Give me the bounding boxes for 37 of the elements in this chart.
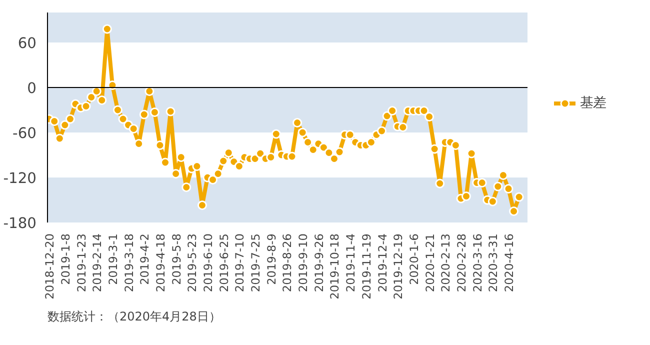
x-tick-label: 2019-4-2 [138,233,152,285]
x-tick-label: 2020-2-28 [454,233,468,292]
x-tick-label: 2019-2-14 [90,233,104,292]
y-tick-label: 60 [18,35,37,52]
x-tick-label: 2019-11-19 [359,233,374,300]
x-tick-label: 2020-2-13 [438,233,453,292]
x-tick-label: 2019-5-23 [185,233,200,292]
x-tick-label: 2019-9-10 [296,233,310,292]
x-tick-label: 2020-3-16 [470,233,484,292]
y-tick-label: -120 [3,170,37,187]
x-tick-label: 2019-6-25 [216,233,231,292]
x-tick-label: 2019-12-19 [391,233,406,300]
x-tick-label: 2019-1-23 [74,233,88,292]
x-tick-label: 2018-12-20 [42,233,57,300]
text: 数据统计：（2020年4月28日） [48,310,221,324]
x-tick-label: 2019-1-8 [58,233,72,285]
y-tick-label: -60 [12,125,37,142]
y-tick-label: -180 [3,215,37,232]
x-tick-label: 2019-7-10 [232,233,247,292]
x-tick-label: 2020-4-16 [502,233,516,292]
x-tick-label: 2019-3-18 [122,233,136,292]
x-tick-label: 2019-3-1 [106,233,120,285]
x-tick-label: 2020-1-6 [406,233,421,285]
x-tick-label: 2020-3-31 [486,233,500,292]
x-tick-label: 2019-5-8 [169,233,184,285]
x-tick-label: 2019-11-4 [344,233,358,292]
legend-label: 基差 [580,94,606,112]
x-tick-label: 2019-9-26 [312,233,326,292]
x-tick-label: 2019-4-18 [153,233,168,292]
x-tick-label: 2019-8-9 [264,233,278,285]
x-tick-label: 2019-8-26 [280,233,294,292]
x-tick-label: 2020-1-21 [422,233,437,292]
x-tick-label: 2019-12-4 [375,233,390,292]
x-tick-label: 2019-10-18 [328,233,342,300]
x-tick-label: 2019-7-25 [248,233,263,292]
y-tick-label: 0 [27,80,37,97]
x-tick-label: 2019-6-10 [201,233,215,292]
